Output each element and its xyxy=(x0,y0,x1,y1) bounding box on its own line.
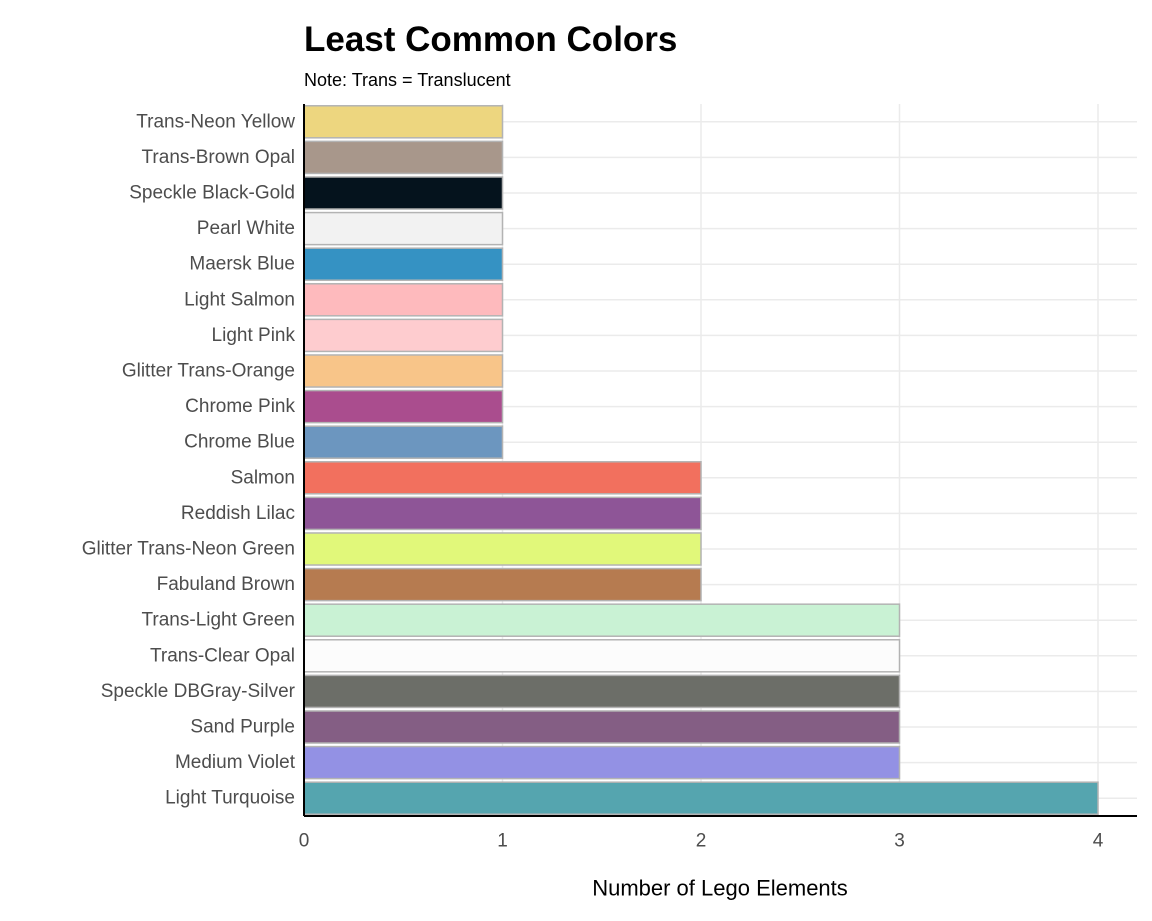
category-label: Trans-Clear Opal xyxy=(150,645,295,666)
category-label: Light Turquoise xyxy=(165,788,295,809)
category-label: Reddish Lilac xyxy=(181,503,295,524)
x-tick-label: 2 xyxy=(696,831,707,852)
bar-chrome-blue xyxy=(303,425,504,459)
chart-title: Least Common Colors xyxy=(304,20,678,59)
category-label: Glitter Trans-Neon Green xyxy=(82,539,295,560)
bar-medium-violet xyxy=(303,745,901,780)
category-label: Light Salmon xyxy=(184,289,295,310)
x-tick-label: 0 xyxy=(299,831,310,852)
bar-trans-clear-opal xyxy=(303,639,901,673)
category-label: Trans-Light Green xyxy=(142,610,295,631)
bar-fabuland-brown xyxy=(303,567,702,602)
x-tick-label: 1 xyxy=(497,831,508,852)
category-label: Speckle DBGray-Silver xyxy=(101,681,296,702)
bar-maersk-blue xyxy=(303,247,504,281)
bar-trans-light-green xyxy=(303,603,901,637)
bar-trans-brown-opal xyxy=(303,140,504,175)
category-label: Sand Purple xyxy=(190,717,295,738)
bar-speckle-dbgray-silver xyxy=(303,674,901,709)
x-tick-label: 3 xyxy=(894,831,905,852)
bar-sand-purple xyxy=(303,710,901,744)
category-label: Medium Violet xyxy=(175,752,296,773)
x-axis-title: Number of Lego Elements xyxy=(592,876,848,901)
category-label: Chrome Blue xyxy=(184,432,295,453)
chart-subtitle: Note: Trans = Translucent xyxy=(304,70,511,90)
axes xyxy=(303,104,1137,817)
bar-trans-neon-yellow xyxy=(303,105,504,139)
x-tick-label: 4 xyxy=(1093,831,1104,852)
category-label: Salmon xyxy=(231,467,295,488)
bar-reddish-lilac xyxy=(303,496,702,531)
bar-light-pink xyxy=(303,318,504,353)
category-label: Trans-Neon Yellow xyxy=(136,111,295,132)
bars xyxy=(303,105,1099,815)
grid xyxy=(303,104,1137,816)
bar-light-salmon xyxy=(303,283,504,317)
category-label: Chrome Pink xyxy=(185,396,295,417)
labels: Trans-Neon Yellow Trans-Brown Opal Speckle… xyxy=(82,111,1104,900)
category-label: Glitter Trans-Orange xyxy=(122,361,295,382)
category-label: Fabuland Brown xyxy=(157,574,295,595)
category-label: Light Pink xyxy=(212,325,296,346)
bar-light-turquoise xyxy=(303,781,1099,815)
category-label: Maersk Blue xyxy=(189,254,295,275)
bar-pearl-white xyxy=(303,211,504,246)
bar-chrome-pink xyxy=(303,389,504,424)
category-label: Pearl White xyxy=(197,218,295,239)
bar-salmon xyxy=(303,461,702,495)
category-label: Speckle Black-Gold xyxy=(129,183,295,204)
bar-glitter-trans-neon-green xyxy=(303,532,702,566)
bar-glitter-trans-orange xyxy=(303,354,504,388)
bar-speckle-black-gold xyxy=(303,176,504,210)
category-label: Trans-Brown Opal xyxy=(142,147,295,168)
